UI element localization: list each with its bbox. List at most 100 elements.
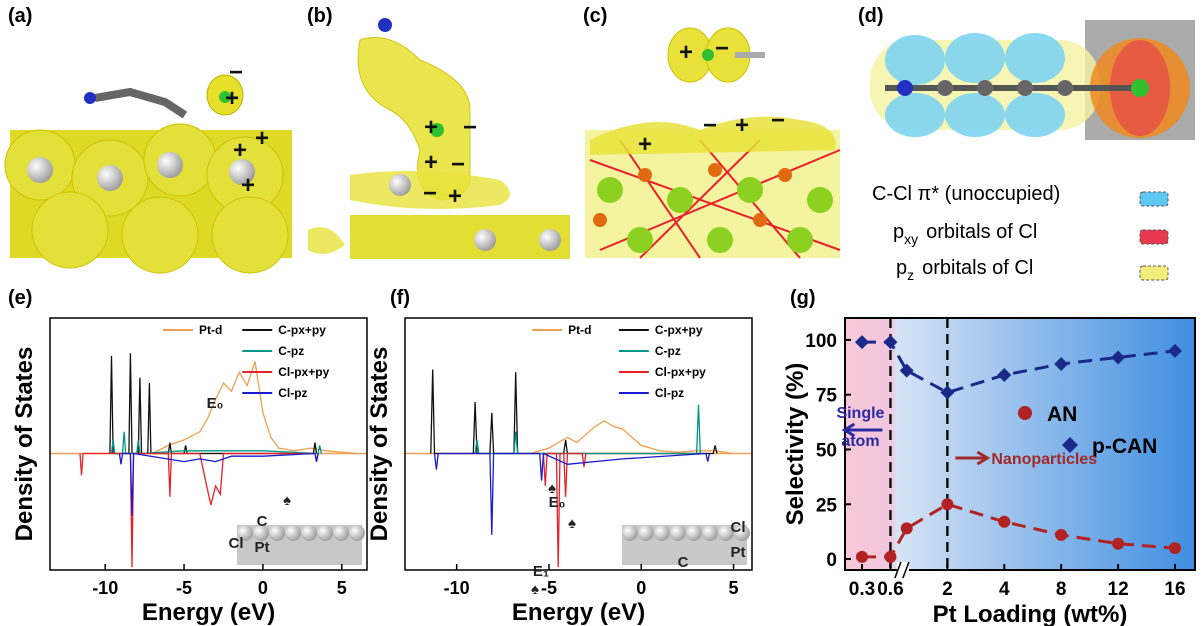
- point: [998, 516, 1010, 528]
- annotation: ♠: [548, 480, 556, 497]
- panel-c-image: [585, 28, 840, 258]
- legend-text: C-Cl π* (unoccupied): [872, 183, 1060, 205]
- panel-label: (d): [858, 5, 884, 27]
- panel-d-image: [870, 20, 1195, 140]
- annotation: E₁: [533, 563, 549, 580]
- legend-label: Cl-px+py: [278, 365, 329, 379]
- sign: +: [735, 112, 749, 139]
- legend-swatch: [1140, 230, 1168, 244]
- annotation: Pt: [731, 544, 746, 561]
- legend-label: Cl-pz: [278, 386, 307, 400]
- legend-label: AN: [1047, 403, 1077, 426]
- legend-label: Cl-pz: [655, 386, 684, 400]
- sign: −: [423, 180, 437, 207]
- annotation: Pt: [255, 539, 270, 556]
- sign: +: [424, 114, 438, 141]
- sign: +: [448, 183, 462, 210]
- annotation: ♠: [283, 492, 291, 509]
- annotation: Single: [836, 405, 884, 422]
- y-axis-label: Selectivity (%): [782, 363, 809, 526]
- x-tick-label: 12: [1108, 579, 1129, 600]
- legend-label: Pt-d: [199, 323, 222, 337]
- x-axis-label: Pt Loading (wt%): [933, 601, 1128, 626]
- sign: +: [424, 149, 438, 176]
- legend-label: C-px+py: [655, 323, 703, 337]
- panel-label: (e): [8, 287, 32, 309]
- y-axis-label: Density of States: [366, 347, 393, 542]
- y-tick-label: 0: [826, 550, 837, 571]
- panel-label: (b): [307, 5, 333, 27]
- x-tick-label: 5: [337, 578, 347, 598]
- sign: +: [225, 85, 239, 112]
- legend-text: pz orbitals of Cl: [896, 257, 1033, 283]
- y-tick-label: 25: [816, 495, 838, 516]
- sign: −: [229, 59, 243, 86]
- x-tick-label: 0: [258, 578, 268, 598]
- annotation: ♠: [568, 515, 576, 532]
- annotation: Cl: [229, 535, 244, 552]
- dos-line: [475, 405, 700, 454]
- panel-label: (f): [390, 287, 410, 309]
- annotation: atom: [841, 433, 879, 450]
- legend-label: p-CAN: [1092, 435, 1157, 458]
- x-tick-label: -10: [444, 578, 470, 598]
- inset-atom: [285, 525, 301, 541]
- sign: +: [241, 172, 255, 199]
- legend-main: p: [893, 221, 904, 243]
- figure: (a) (b) (c) (d) C-Cl π* (unoccupied) pxy…: [0, 0, 1204, 626]
- point: [884, 551, 896, 563]
- annotation: E₀: [207, 395, 224, 412]
- point: [1169, 542, 1181, 554]
- sign: +: [679, 39, 693, 66]
- legend-label: C-px+py: [278, 323, 326, 337]
- legend-swatch: [1140, 192, 1168, 206]
- annotation: Cl: [731, 519, 746, 536]
- sign: −: [463, 114, 477, 141]
- legend-label: C-pz: [278, 344, 304, 358]
- annotation: Nanoparticles: [991, 451, 1097, 468]
- legend-swatch: [1140, 266, 1168, 280]
- legend-sub: z: [907, 267, 914, 283]
- x-axis-label: Energy (eV): [142, 599, 275, 626]
- point: [1055, 529, 1067, 541]
- x-tick-label: 2: [942, 579, 953, 600]
- panel-label: (g): [790, 287, 816, 309]
- y-tick-label: 50: [816, 440, 837, 461]
- point: [901, 522, 913, 534]
- x-tick-label: 5: [729, 578, 739, 598]
- x-tick-label: -5: [541, 578, 557, 598]
- x-tick-label: 8: [1056, 579, 1067, 600]
- legend-sub: xy: [904, 231, 918, 247]
- legend-label: Cl-px+py: [655, 365, 706, 379]
- point: [1112, 538, 1124, 550]
- inset-atom: [638, 525, 654, 541]
- sign: +: [233, 137, 247, 164]
- x-axis-label: Energy (eV): [512, 599, 645, 626]
- point: [856, 551, 868, 563]
- inset-atom: [622, 525, 638, 541]
- inset-atom: [269, 525, 285, 541]
- legend-label: C-pz: [655, 344, 681, 358]
- inset-atom: [349, 525, 365, 541]
- legend-label: Pt-d: [568, 323, 591, 337]
- sign: +: [255, 125, 269, 152]
- x-tick-label: 4: [999, 579, 1010, 600]
- x-tick-label: 0.3: [849, 579, 875, 600]
- x-tick-label: 0.6: [877, 579, 903, 600]
- y-tick-label: 75: [816, 386, 838, 407]
- inset-atom: [301, 525, 317, 541]
- panel-label: (a): [8, 5, 32, 27]
- x-tick-label: -10: [92, 578, 118, 598]
- inset-atom: [654, 525, 670, 541]
- point: [941, 498, 953, 510]
- dos-line: [531, 421, 734, 454]
- legend-rest: orbitals of Cl: [922, 257, 1033, 279]
- sign: −: [703, 112, 717, 139]
- legend-main: p: [896, 257, 907, 279]
- inset-atom: [670, 525, 686, 541]
- sign: +: [638, 131, 652, 158]
- sign: −: [771, 107, 785, 134]
- sign: −: [451, 151, 465, 178]
- legend-rest: orbitals of Cl: [926, 221, 1037, 243]
- x-tick-label: -5: [176, 578, 192, 598]
